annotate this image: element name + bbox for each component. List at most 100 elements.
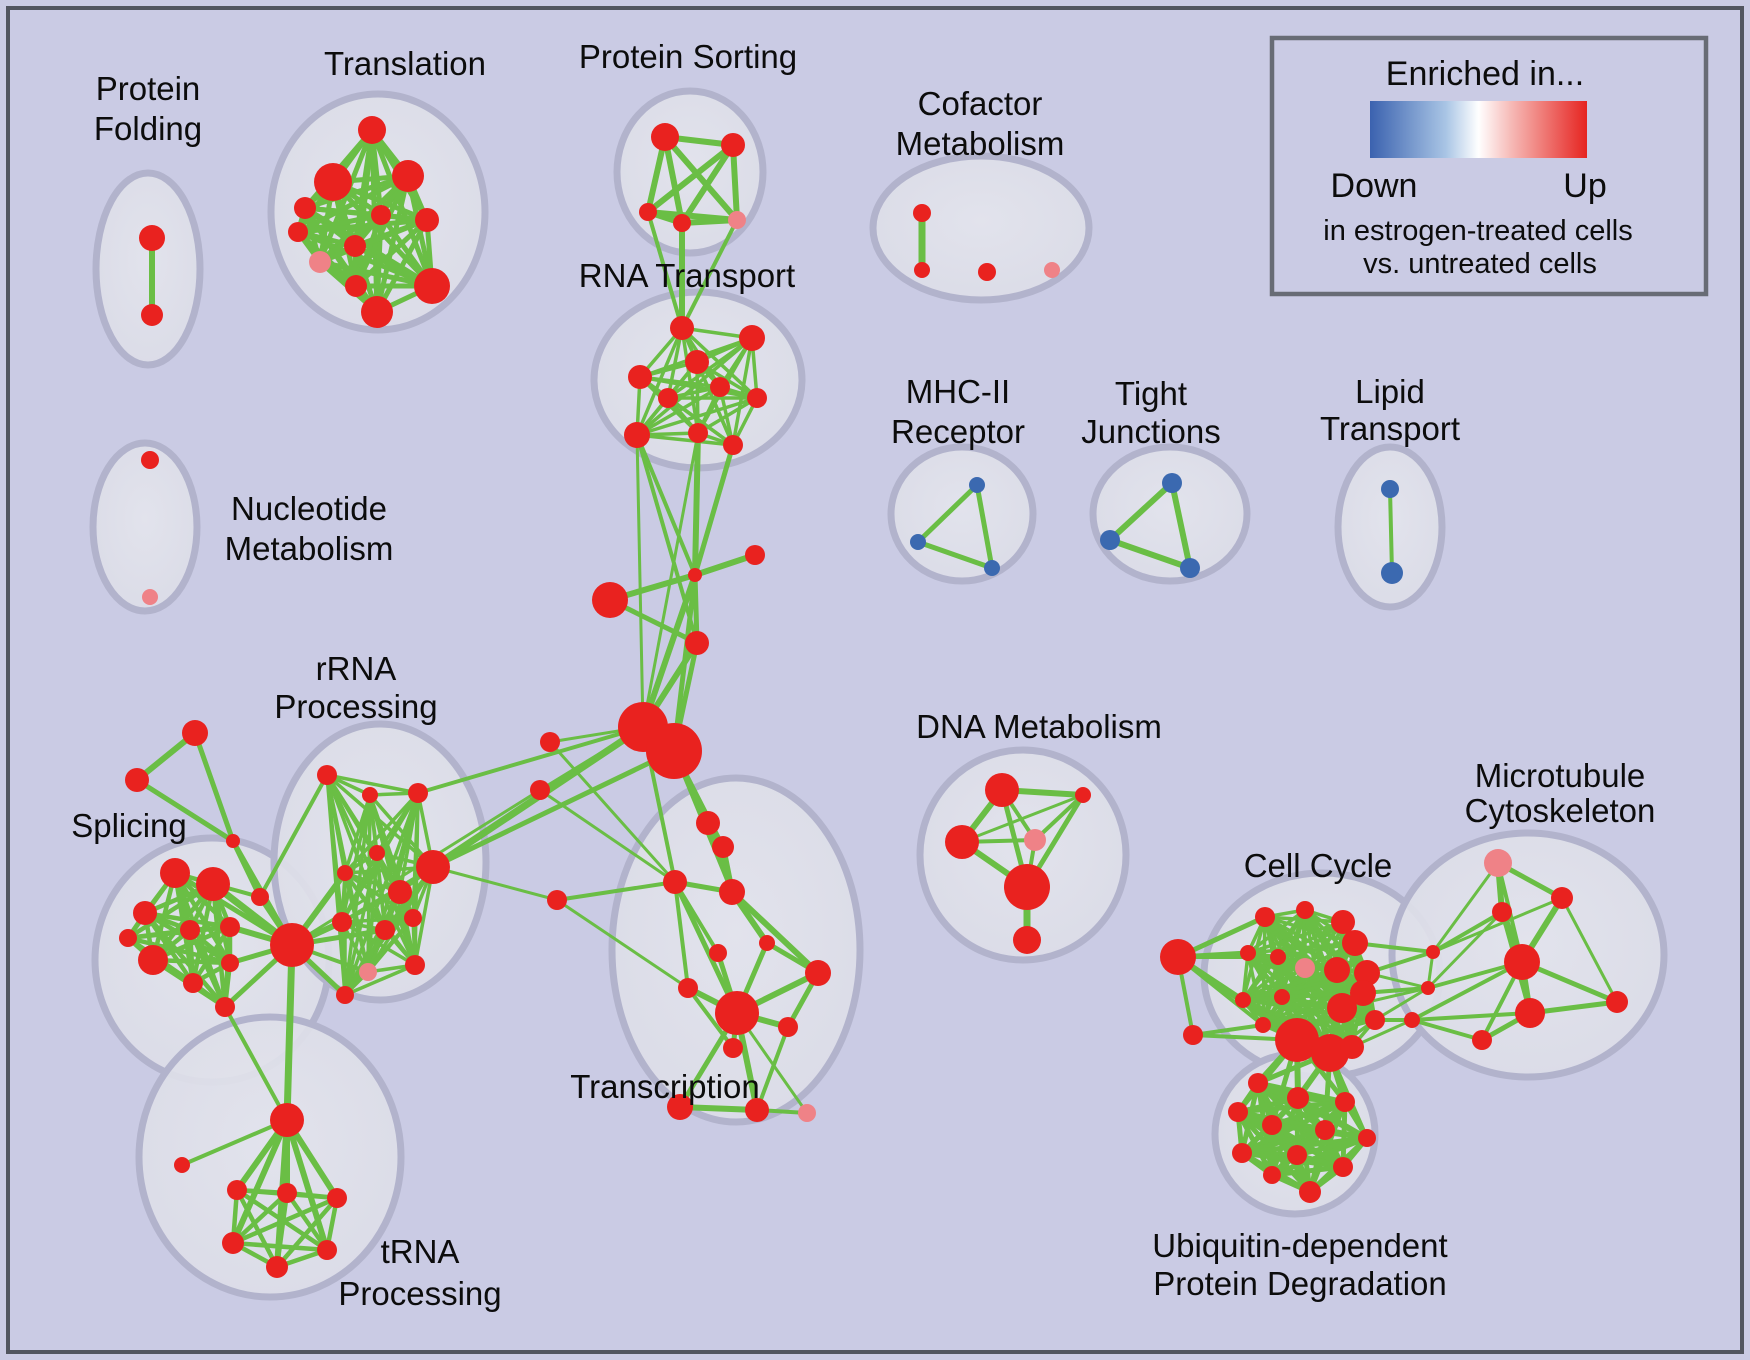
gene-set-node: [196, 867, 230, 901]
similarity-edge: [1107, 480, 1175, 543]
cluster-ellipse-protein-sorting: [613, 87, 767, 257]
cluster-label-lipid-transport: Transport: [1320, 410, 1460, 447]
similarity-edge: [638, 375, 759, 400]
similarity-edge: [284, 1190, 330, 1253]
legend: Enriched in... Down Up in estrogen-treated …: [1269, 35, 1709, 297]
cluster-label-cofactor-metabolism: Cofactor: [918, 85, 1043, 122]
similarity-edge: [125, 924, 233, 941]
similarity-edge: [974, 482, 995, 571]
gene-set-node: [133, 901, 157, 925]
similarity-edge: [1373, 986, 1430, 1022]
gene-set-node: [914, 262, 930, 278]
gene-set-node: [759, 935, 775, 951]
similarity-edge: [1431, 896, 1564, 954]
gene-set-node: [1255, 1017, 1271, 1033]
gene-set-node: [415, 208, 439, 232]
gene-set-node: [160, 858, 190, 888]
gene-set-node: [1340, 1035, 1364, 1059]
gene-set-node: [375, 920, 395, 940]
gene-set-node: [226, 834, 240, 848]
gene-set-node: [277, 1183, 297, 1203]
gene-set-node: [125, 768, 149, 792]
gene-set-node: [1274, 989, 1290, 1005]
similarity-edge: [645, 142, 736, 215]
gene-set-node: [547, 890, 567, 910]
similarity-edge: [295, 217, 430, 235]
similarity-edge: [1353, 941, 1435, 954]
gene-set-node: [404, 909, 422, 927]
gene-set-node: [985, 773, 1019, 807]
gene-set-node: [1044, 262, 1060, 278]
cluster-label-rrna-processing: Processing: [274, 688, 437, 725]
cluster-label-rrna-processing: rRNA: [316, 650, 397, 687]
gene-set-node: [1335, 1092, 1355, 1112]
similarity-edge: [662, 134, 685, 226]
gene-set-node: [1262, 1115, 1282, 1135]
gene-set-node: [405, 955, 425, 975]
gene-set-node: [221, 954, 239, 972]
gene-set-node: [1248, 1073, 1268, 1093]
gene-set-node: [778, 1017, 798, 1037]
similarity-edge: [731, 336, 754, 447]
cluster-ellipse-nucleotide-metabolism: [89, 439, 201, 615]
gene-set-node: [688, 423, 708, 443]
similarity-edge: [755, 1025, 790, 1112]
similarity-edge: [1246, 920, 1345, 955]
gene-set-node: [1421, 981, 1435, 995]
gene-set-node: [1162, 473, 1182, 493]
cluster-label-trna-processing: tRNA: [381, 1233, 460, 1270]
gene-set-node: [624, 422, 650, 448]
gene-set-node: [651, 123, 679, 151]
similarity-edge: [635, 396, 759, 437]
gene-set-node: [688, 568, 702, 582]
similarity-edge: [295, 173, 411, 235]
similarity-edge: [134, 777, 236, 844]
similarity-edge: [374, 173, 411, 315]
similarity-edge: [672, 879, 740, 1016]
similarity-edge: [692, 552, 758, 578]
similarity-edge: [686, 986, 735, 1050]
similarity-edge: [679, 142, 736, 226]
similarity-edge: [673, 880, 690, 990]
similarity-edge: [1426, 910, 1504, 990]
gene-set-node: [1255, 907, 1275, 927]
cluster-label-ubiquitin-dependent-protein-degradation: Ubiquitin-dependent: [1152, 1227, 1447, 1264]
gene-set-node: [658, 388, 678, 408]
gene-set-node: [739, 325, 765, 351]
gene-set-node: [141, 451, 159, 469]
gene-set-node: [183, 973, 203, 993]
gene-set-node: [696, 811, 720, 835]
legend-title: Enriched in...: [1386, 55, 1584, 93]
similarity-edge: [416, 725, 645, 795]
gene-set-node: [1311, 1034, 1349, 1072]
gene-set-node: [1295, 958, 1315, 978]
similarity-edge: [1241, 966, 1307, 1002]
gene-set-node: [1515, 998, 1545, 1028]
gene-set-node: [639, 203, 657, 221]
gene-set-node: [1350, 980, 1376, 1006]
similarity-edge: [1269, 1135, 1370, 1178]
similarity-edge: [283, 941, 296, 1124]
gene-set-node: [667, 1094, 693, 1120]
gene-set-node: [1180, 558, 1200, 578]
gene-set-node: [719, 879, 745, 905]
gene-set-node: [747, 388, 767, 408]
gene-set-node: [978, 263, 996, 281]
similarity-edge: [274, 1190, 290, 1270]
similarity-edge: [915, 482, 980, 545]
similarity-edge: [340, 851, 379, 924]
gene-set-node: [222, 1232, 244, 1254]
similarity-edge: [680, 218, 739, 330]
similarity-edge: [343, 928, 387, 997]
gene-set-node: [119, 929, 137, 947]
similarity-edge: [1169, 480, 1193, 571]
gene-set-node: [388, 880, 412, 904]
similarity-edge: [223, 1005, 289, 1122]
gene-set-node: [139, 225, 165, 251]
gene-set-node: [408, 783, 428, 803]
legend-down-label: Down: [1331, 167, 1418, 205]
similarity-edge: [353, 217, 430, 289]
cluster-label-tight-junctions: Tight: [1115, 375, 1187, 412]
similarity-edge: [692, 430, 701, 578]
similarity-edge: [730, 142, 740, 223]
